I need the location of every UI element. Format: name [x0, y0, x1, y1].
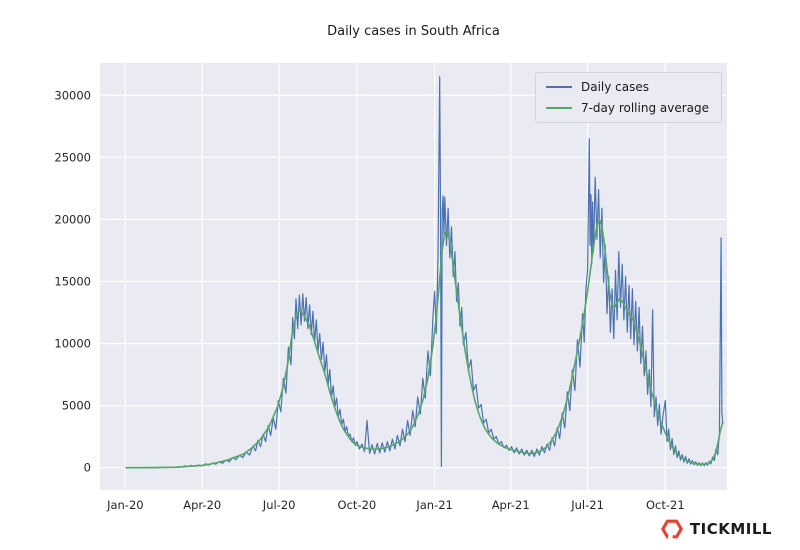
tickmill-logo: TICKMILL: [660, 518, 772, 540]
y-tick-label: 30000: [54, 88, 91, 102]
rolling-average-line-swatch: [545, 107, 572, 109]
y-tick-label: 5000: [62, 399, 91, 413]
y-tick-label: 10000: [54, 337, 91, 351]
x-tick-label: Apr-21: [492, 498, 530, 512]
x-tick-label: Jan-21: [415, 498, 453, 512]
legend-item-daily-cases: Daily cases: [545, 80, 709, 94]
chart-title: Daily cases in South Africa: [327, 24, 500, 39]
series-line-7-day-rolling-average: [125, 218, 724, 469]
y-tick-label: 0: [84, 461, 91, 475]
y-tick-label: 20000: [54, 212, 91, 226]
tickmill-hexagon-icon: [660, 519, 683, 539]
daily-cases-line-swatch: [545, 86, 572, 88]
legend-label-rolling-average: 7-day rolling average: [580, 101, 709, 115]
legend-label-daily-cases: Daily cases: [580, 80, 649, 94]
x-tick-label: Jul-20: [262, 498, 296, 512]
x-tick-label: Apr-20: [183, 498, 221, 512]
y-tick-label: 25000: [54, 150, 91, 164]
x-tick-label: Oct-20: [338, 498, 377, 512]
legend-item-rolling-average: 7-day rolling average: [545, 101, 709, 115]
y-tick-label: 15000: [54, 274, 91, 288]
tickmill-logo-text: TICKMILL: [689, 520, 772, 538]
x-tick-label: Jul-21: [570, 498, 604, 512]
legend: Daily cases 7-day rolling average: [534, 72, 722, 123]
x-tick-label: Oct-21: [646, 498, 685, 512]
x-tick-label: Jan-20: [106, 498, 144, 512]
